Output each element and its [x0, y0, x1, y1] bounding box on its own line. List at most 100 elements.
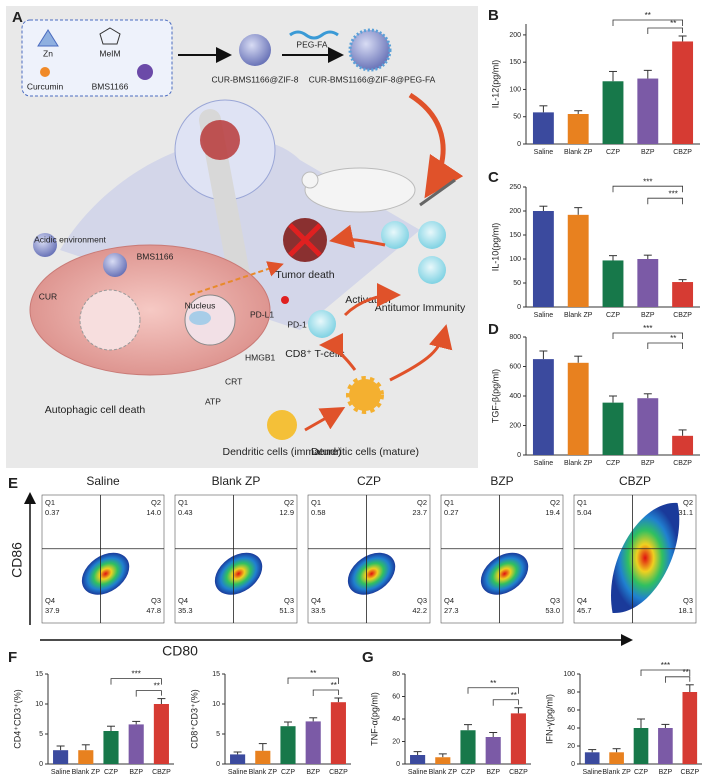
quadrant-name: Q4	[577, 596, 587, 605]
flow-title: BZP	[490, 474, 513, 488]
syringe	[419, 178, 456, 207]
label: Dendritic cells (mature)	[311, 446, 419, 458]
quadrant-name: Q2	[417, 498, 427, 507]
bar	[637, 398, 659, 455]
y-axis-label: IL-10(pg/ml)	[490, 223, 500, 272]
quadrant-value: 5.04	[577, 508, 592, 517]
y-tick-label: 15	[35, 671, 43, 678]
y-tick-label: 200	[509, 208, 521, 215]
quadrant-name: Q3	[417, 596, 427, 605]
x-tick-label: CBZP	[680, 769, 699, 776]
quadrant-name: Q1	[45, 498, 55, 507]
significance-bracket	[647, 197, 683, 205]
arrow	[408, 92, 464, 199]
quadrant-name: Q1	[577, 498, 587, 507]
x-tick-label: Blank ZP	[602, 769, 631, 776]
y-tick-label: 0	[517, 452, 521, 459]
quadrant-value: 27.3	[444, 606, 459, 615]
panel-label: C	[488, 169, 499, 186]
bar	[584, 752, 600, 764]
nanoparticle	[33, 233, 57, 257]
quadrant-value: 31.1	[678, 508, 693, 517]
quadrant-value: 45.7	[577, 606, 592, 615]
bar	[485, 737, 501, 764]
x-tick-label: CZP	[606, 312, 620, 319]
melm-icon	[99, 27, 121, 45]
label: PD-L1	[250, 309, 274, 319]
zn-icon	[37, 29, 59, 47]
quadrant-value: 33.5	[311, 606, 326, 615]
x-tick-label: CZP	[461, 769, 475, 776]
t-cell	[381, 221, 409, 249]
panel-label: F	[8, 649, 17, 666]
quadrant-value: 35.3	[178, 606, 193, 615]
bar	[153, 704, 169, 764]
y-tick-label: 40	[392, 716, 400, 723]
flow-title: Saline	[86, 474, 120, 488]
y-tick-label: 0	[517, 304, 521, 311]
quadrant-value: 0.27	[444, 508, 459, 517]
y-tick-label: 0	[39, 761, 43, 768]
y-tick-label: 600	[509, 363, 521, 370]
label: PEG-FA	[296, 39, 328, 49]
bar	[532, 211, 554, 307]
flow-title: CBZP	[619, 474, 651, 488]
tumor-bone	[200, 120, 240, 160]
x-tick-label: CZP	[606, 460, 620, 467]
y-tick-label: 40	[567, 725, 575, 732]
dc-mature	[346, 376, 384, 414]
label: CUR-BMS1166@ZIF-8	[212, 74, 299, 84]
y-tick-label: 80	[567, 689, 575, 696]
significance-bracket	[612, 332, 683, 339]
bar	[567, 214, 589, 307]
y-tick-label: 5	[216, 731, 220, 738]
y-tick-label: 15	[212, 671, 220, 678]
bar	[305, 721, 321, 764]
arrow	[389, 324, 453, 382]
y-axis-label: CD4⁺CD3⁺(%)	[12, 689, 22, 749]
bms-icon	[137, 64, 153, 80]
panel-label: E	[8, 475, 18, 492]
x-tick-label: BZP	[641, 149, 655, 156]
x-tick-label: Saline	[51, 769, 71, 776]
peg-icon	[289, 30, 339, 40]
quadrant-name: Q4	[444, 596, 454, 605]
materials-box	[21, 19, 173, 97]
bar	[602, 260, 624, 307]
mouse-head	[301, 171, 319, 189]
quadrant-value: 0.37	[45, 508, 60, 517]
label: CUR	[39, 291, 57, 301]
x-tick-label: CBZP	[152, 769, 171, 776]
x-tick-label: CZP	[634, 769, 648, 776]
significance-bracket	[665, 676, 691, 683]
y-axis-label: TNF-α(pg/ml)	[369, 692, 379, 746]
significance-label: **	[645, 11, 651, 20]
significance-bracket	[110, 678, 162, 685]
bar	[255, 750, 271, 764]
arrow	[304, 407, 346, 432]
label: Tumor death	[275, 269, 334, 281]
quadrant-name: Q4	[311, 596, 321, 605]
bar	[53, 750, 69, 764]
significance-bracket	[135, 690, 162, 697]
flow-blob	[214, 552, 263, 595]
label: Dendritic cells (immature)	[222, 446, 341, 458]
quadrant-value: 47.8	[146, 606, 161, 615]
x-tick-label: CBZP	[673, 460, 692, 467]
flow-title: CZP	[357, 474, 381, 488]
label: CUR-BMS1166@ZIF-8@PEG-FA	[309, 74, 436, 84]
significance-label: **	[670, 19, 676, 28]
label: Autophagic cell death	[45, 404, 146, 416]
significance-label: ***	[643, 177, 652, 186]
y-tick-label: 400	[509, 393, 521, 400]
significance-bracket	[647, 27, 683, 34]
mouse	[304, 167, 416, 213]
nucleus	[189, 311, 211, 325]
y-tick-label: 0	[571, 761, 575, 768]
significance-label: ***	[132, 670, 141, 679]
label: Nucleus	[185, 300, 216, 310]
x-tick-label: Saline	[228, 769, 248, 776]
x-tick-label: Blank ZP	[564, 149, 593, 156]
x-tick-label: CZP	[281, 769, 295, 776]
